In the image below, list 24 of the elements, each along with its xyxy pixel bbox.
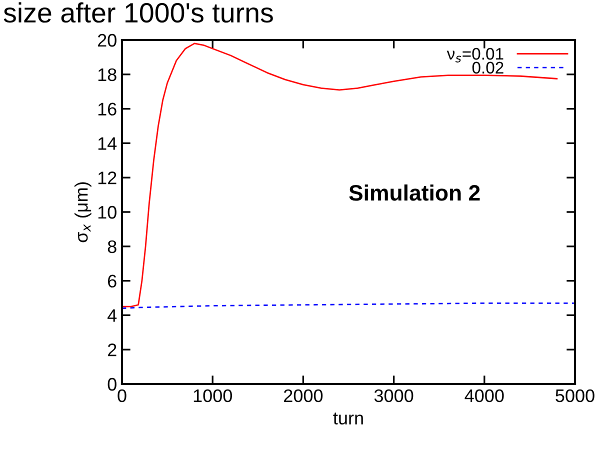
y-tick-label: 18 [98,68,116,82]
x-tick-label: 2000 [284,389,323,402]
y-tick-label: 16 [98,102,116,116]
y-tick-label: 20 [98,34,116,47]
x-axis-title: turn [333,412,363,425]
y-tick-label: 6 [108,274,116,288]
x-tick-label: 3000 [374,389,414,402]
x-tick-label: 1000 [194,389,232,402]
legend-label: ν$_{s}$=0.01 [446,48,504,62]
y-tick-label: 10 [98,206,116,219]
x-tick-label: 4000 [464,389,504,402]
x-tick-label: 5000 [556,389,594,402]
legend-label: 0.02 [472,62,504,74]
chart-title: size after 1000's turns [4,2,273,23]
annotation: Simulation 2 [349,184,480,201]
y-tick-label: 0 [108,378,116,391]
y-tick-label: 14 [98,137,117,150]
x-tick-label: 0 [118,389,126,402]
line-series [122,42,558,308]
y-tick-label: 2 [108,344,116,356]
y-tick-label: 12 [98,172,116,184]
y-tick-label: 4 [108,309,117,322]
y-axis-title: σ$_{x}$ (μm) [74,182,92,242]
y-tick-label: 8 [108,240,116,254]
